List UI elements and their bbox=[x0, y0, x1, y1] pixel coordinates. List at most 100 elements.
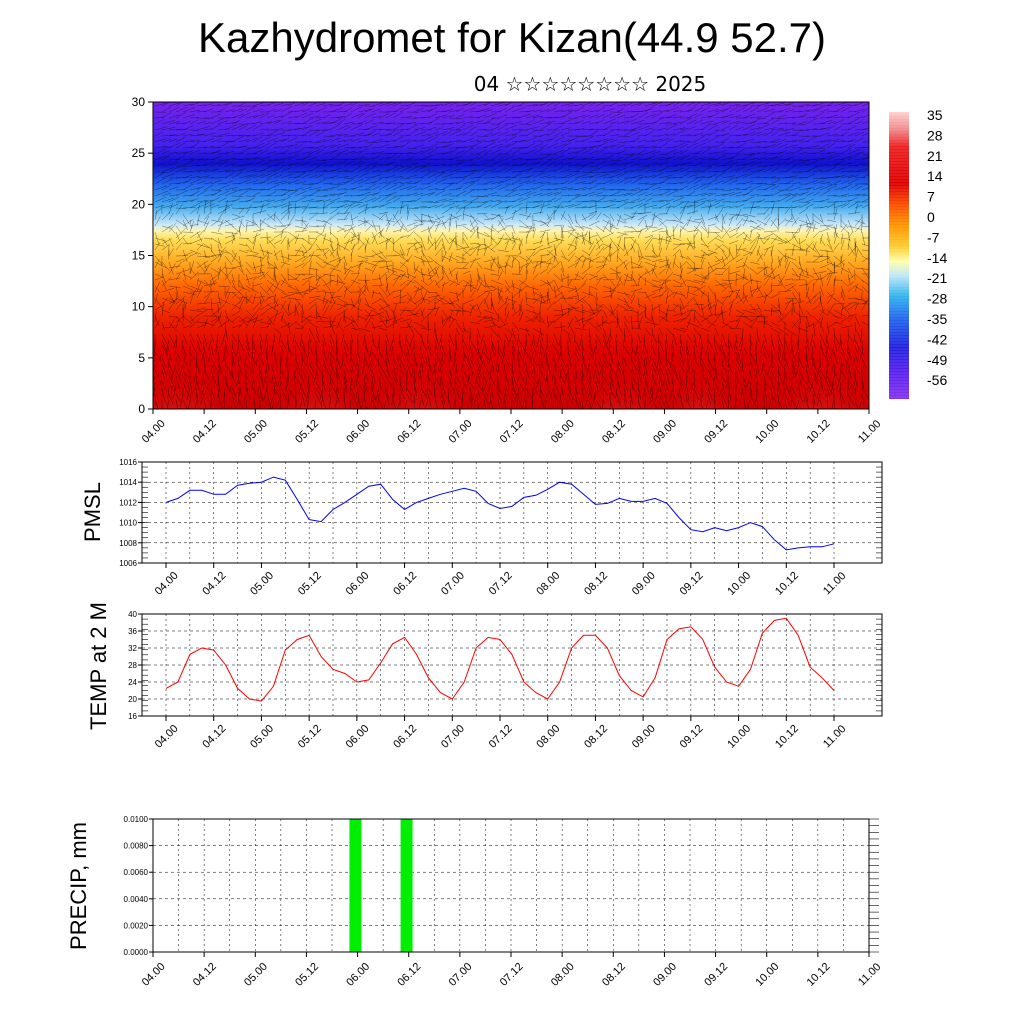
wind-segment bbox=[483, 297, 490, 310]
wind-segment bbox=[784, 297, 797, 300]
wind-segment bbox=[581, 120, 592, 125]
wind-segment bbox=[224, 315, 235, 325]
wind-segment bbox=[203, 182, 213, 185]
wind-segment bbox=[840, 303, 851, 311]
wind-segment bbox=[749, 131, 762, 137]
wind-segment bbox=[203, 237, 213, 240]
wind-segment bbox=[364, 141, 379, 143]
wind-segment bbox=[516, 375, 520, 385]
wind-segment bbox=[497, 219, 506, 231]
wind-segment bbox=[679, 357, 685, 365]
wind-segment bbox=[490, 279, 503, 285]
wind-segment bbox=[588, 244, 596, 257]
wind-segment bbox=[700, 146, 710, 149]
wind-segment bbox=[665, 290, 669, 305]
wind-segment bbox=[350, 363, 354, 372]
wind-segment bbox=[644, 345, 648, 354]
wind-segment bbox=[833, 174, 847, 179]
wind-segment bbox=[658, 176, 671, 185]
wind-segment bbox=[364, 192, 378, 197]
wind-segment bbox=[504, 263, 507, 275]
wind-segment bbox=[238, 219, 246, 228]
wind-segment bbox=[385, 112, 396, 119]
wind-segment bbox=[623, 225, 633, 229]
wind-segment bbox=[728, 187, 740, 191]
wind-segment bbox=[560, 173, 573, 179]
wind-segment bbox=[343, 393, 346, 403]
wind-segment bbox=[336, 282, 347, 293]
wind-segment bbox=[341, 357, 345, 368]
wind-segment bbox=[847, 301, 858, 305]
wind-segment bbox=[294, 351, 297, 361]
wind-segment bbox=[336, 149, 350, 155]
wind-segment bbox=[539, 159, 553, 167]
wind-segment bbox=[287, 214, 295, 227]
wind-segment bbox=[728, 289, 741, 293]
wind-segment bbox=[476, 276, 480, 287]
wind-segment bbox=[252, 156, 263, 161]
wind-segment bbox=[278, 333, 282, 344]
wind-segment bbox=[854, 176, 866, 179]
wind-segment bbox=[315, 351, 318, 363]
wind-segment bbox=[693, 221, 702, 233]
wind-segment bbox=[833, 158, 844, 161]
wind-segment bbox=[273, 213, 283, 225]
wind-segment bbox=[350, 216, 359, 221]
wind-segment bbox=[210, 369, 215, 380]
wind-segment bbox=[826, 138, 840, 143]
wind-segment bbox=[609, 139, 618, 143]
wind-segment bbox=[154, 393, 156, 406]
wind-segment bbox=[189, 260, 195, 275]
wind-segment bbox=[490, 199, 501, 203]
wind-segment bbox=[854, 221, 865, 233]
wind-segment bbox=[777, 139, 787, 143]
wind-segment bbox=[301, 393, 306, 407]
wind-segment bbox=[707, 129, 719, 137]
wind-segment bbox=[581, 136, 593, 143]
wind-segment bbox=[378, 183, 391, 191]
wind-segment bbox=[434, 369, 436, 382]
wind-segment bbox=[455, 161, 464, 167]
wind-segment bbox=[518, 298, 524, 311]
wind-segment bbox=[455, 267, 468, 269]
wind-segment bbox=[588, 204, 598, 209]
wind-segment bbox=[791, 363, 797, 377]
wind-segment bbox=[742, 180, 754, 185]
wind-segment bbox=[777, 369, 783, 384]
wind-segment bbox=[385, 219, 396, 223]
wind-segment bbox=[336, 249, 341, 263]
wind-segment bbox=[462, 102, 474, 107]
wind-segment bbox=[847, 148, 861, 155]
wind-segment bbox=[651, 345, 656, 356]
warm-area bbox=[575, 319, 665, 409]
wind-segment bbox=[658, 142, 668, 149]
wind-segment bbox=[539, 268, 548, 275]
wind-segment bbox=[455, 387, 460, 398]
wind-segment bbox=[616, 199, 629, 203]
wind-segment bbox=[595, 102, 606, 107]
wind-segment bbox=[280, 261, 287, 269]
wind-segment bbox=[686, 261, 696, 272]
wind-segment bbox=[525, 303, 535, 309]
wind-segment bbox=[665, 188, 678, 191]
wind-segment bbox=[567, 375, 571, 385]
wind-segment bbox=[609, 351, 614, 363]
wind-segment bbox=[196, 243, 211, 249]
wind-segment bbox=[399, 345, 406, 355]
wind-segment bbox=[714, 327, 719, 336]
wind-segment bbox=[280, 387, 288, 401]
wind-segment bbox=[175, 189, 189, 197]
wind-segment bbox=[406, 139, 417, 143]
wind-segment bbox=[686, 229, 699, 233]
wind-segment bbox=[259, 104, 270, 107]
wind-segment bbox=[336, 225, 347, 232]
wind-segment bbox=[553, 393, 561, 404]
wind-segment bbox=[721, 282, 733, 287]
wind-segment bbox=[861, 298, 869, 311]
wind-segment bbox=[371, 102, 383, 107]
wind-segment bbox=[804, 387, 807, 402]
wind-segment bbox=[511, 381, 517, 394]
wind-segment bbox=[770, 333, 774, 346]
wind-segment bbox=[469, 195, 484, 197]
wind-segment bbox=[762, 357, 765, 368]
